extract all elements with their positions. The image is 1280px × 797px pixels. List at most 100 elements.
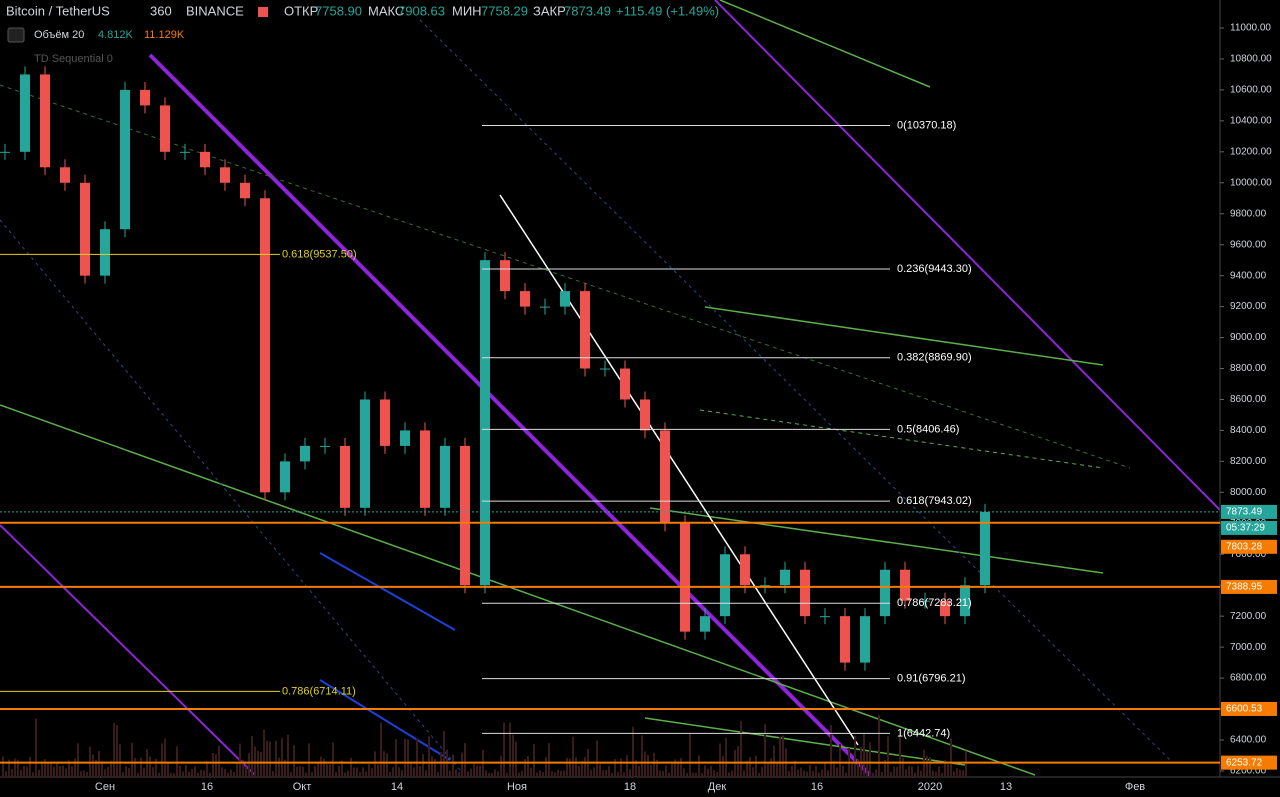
- volume-bar: [437, 772, 439, 777]
- volume-bar: [188, 771, 190, 777]
- volume-bar: [224, 768, 226, 777]
- volume-bar: [893, 766, 895, 777]
- volume-bar: [680, 757, 682, 777]
- volume-bar: [290, 771, 292, 777]
- volume-bar: [962, 770, 964, 777]
- volume-bar: [29, 756, 31, 777]
- volume-bar: [500, 755, 502, 777]
- volume-bar: [431, 756, 433, 777]
- volume-bar: [779, 736, 781, 777]
- volume-bar: [242, 759, 244, 777]
- volume-bar: [518, 772, 520, 777]
- volume-bar: [836, 767, 838, 777]
- candle-body: [160, 105, 170, 152]
- volume-bar: [611, 772, 613, 777]
- volume-bar: [890, 771, 892, 777]
- volume-bar: [98, 750, 100, 777]
- volume-bar: [572, 737, 574, 777]
- header-text: МАКС: [368, 3, 404, 18]
- volume-bar: [452, 754, 454, 777]
- fib-label: 0.5(8406.46): [897, 423, 959, 435]
- volume-bar: [464, 742, 466, 777]
- volume-bar: [293, 745, 295, 777]
- volume-bar: [371, 768, 373, 777]
- fib-label: 0.382(8869.90): [897, 352, 972, 364]
- time-tick-label: 13: [1000, 781, 1012, 793]
- volume-bar: [23, 765, 25, 777]
- volume-bar: [353, 767, 355, 777]
- volume-bar: [227, 772, 229, 777]
- volume-bar: [557, 770, 559, 777]
- candle-body: [700, 616, 710, 632]
- volume-bar: [722, 755, 724, 777]
- price-tick-label: 8200.00: [1230, 456, 1267, 467]
- icon: [258, 7, 268, 17]
- volume-bar: [476, 765, 478, 777]
- volume-bar: [959, 769, 961, 777]
- volume-bar: [491, 772, 493, 777]
- indicator-label: TD Sequential 0: [34, 53, 113, 65]
- candle-body: [500, 260, 510, 292]
- candle-body: [240, 182, 250, 199]
- candle-body: [880, 569, 890, 617]
- candle-body: [280, 461, 290, 493]
- volume-bar: [824, 762, 826, 777]
- collapse-button[interactable]: [7, 27, 25, 43]
- price-tick-label: 10600.00: [1230, 85, 1272, 96]
- volume-bar: [410, 763, 412, 777]
- price-tick-label: 7600.00: [1230, 549, 1267, 560]
- volume-value: 11.129K: [144, 29, 185, 41]
- volume-bar: [743, 770, 745, 777]
- volume-bar: [212, 752, 214, 777]
- volume-bar: [788, 770, 790, 777]
- volume-bar: [179, 765, 181, 777]
- volume-bar: [323, 758, 325, 777]
- volume-bar: [311, 772, 313, 777]
- volume-bar: [953, 771, 955, 777]
- price-tick-label: 7200.00: [1230, 611, 1267, 622]
- volume-bar: [236, 763, 238, 777]
- candle-body: [800, 569, 810, 617]
- volume-bar: [368, 764, 370, 777]
- volume-bar: [65, 768, 67, 777]
- volume-bar: [296, 766, 298, 777]
- volume-bar: [956, 768, 958, 777]
- volume-bar: [692, 772, 694, 777]
- price-tag: [1221, 504, 1277, 519]
- candle-body: [360, 399, 370, 508]
- volume-bar: [620, 758, 622, 777]
- volume-bar: [554, 772, 556, 777]
- volume-bar: [308, 743, 310, 777]
- volume-bar: [134, 757, 136, 777]
- price-tag-label: 7873.49: [1226, 507, 1263, 518]
- volume-bar: [830, 724, 832, 777]
- volume-bar: [755, 755, 757, 777]
- volume-bar: [713, 770, 715, 777]
- volume-bar: [155, 758, 157, 777]
- volume-bar: [647, 754, 649, 777]
- volume-bar: [842, 765, 844, 777]
- time-tick-label: Фев: [1125, 781, 1145, 793]
- fib-label: 0.236(9443.30): [897, 263, 972, 275]
- volume-bar: [5, 771, 7, 777]
- volume-bar: [770, 758, 772, 777]
- volume-bar: [845, 772, 847, 777]
- price-tick-label: 10000.00: [1230, 177, 1272, 188]
- volume-bar: [872, 772, 874, 777]
- price-axis: [1220, 0, 1280, 797]
- volume-bar: [914, 772, 916, 777]
- volume-bar: [86, 771, 88, 777]
- volume-bar: [656, 759, 658, 777]
- volume-bar: [887, 736, 889, 777]
- volume-bar: [839, 743, 841, 777]
- volume-bar: [362, 767, 364, 777]
- volume-bar: [95, 759, 97, 777]
- header-text: ОТКР: [284, 3, 318, 18]
- volume-bar: [917, 765, 919, 777]
- volume-bar: [77, 743, 79, 777]
- volume-bar: [599, 764, 601, 777]
- volume-bar: [671, 763, 673, 777]
- volume-bar: [377, 764, 379, 777]
